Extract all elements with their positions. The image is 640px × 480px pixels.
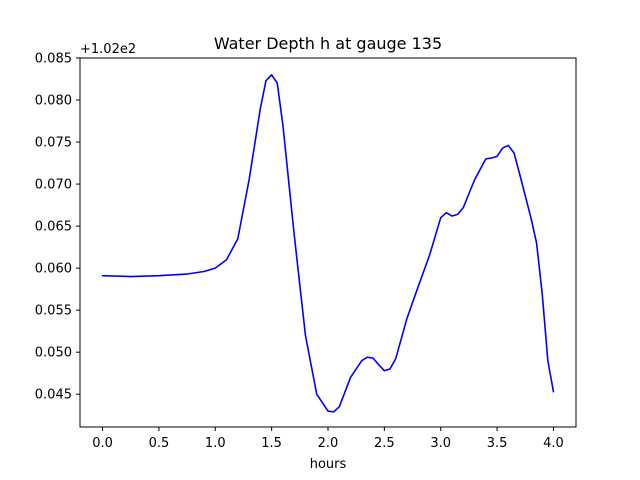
y-axis-offset-label: +1.02e2: [80, 42, 136, 57]
y-tick-label: 0.055: [35, 304, 72, 319]
y-tick-label: 0.070: [35, 178, 72, 193]
x-tick-label: 1.0: [205, 436, 226, 451]
plot-area: 0.0 0.5 1.0 1.5 2.0 2.5 3.0 3.5 4.0 0.045 0.050 0.0…: [35, 52, 577, 451]
x-axis-label: hours: [310, 457, 347, 472]
x-tick-label: 3.0: [430, 436, 451, 451]
x-tick-label: 3.5: [487, 436, 508, 451]
series-line-0: [101, 74, 555, 413]
x-tick-label: 0.5: [149, 436, 170, 451]
x-tick-label: 4.0: [543, 436, 564, 451]
y-tick-label: 0.050: [35, 346, 72, 361]
y-tick-label: 0.085: [35, 52, 72, 67]
x-tick-label: 1.5: [261, 436, 282, 451]
y-tick-label: 0.080: [35, 94, 72, 109]
chart-title: Water Depth h at gauge 135: [214, 34, 442, 53]
x-tick-label: 2.5: [374, 436, 395, 451]
y-tick-label: 0.045: [35, 388, 72, 403]
y-tick-label: 0.065: [35, 220, 72, 235]
x-tick-label: 0.0: [92, 436, 113, 451]
y-tick-label: 0.060: [35, 262, 72, 277]
y-tick-label: 0.075: [35, 136, 72, 151]
x-tick-label: 2.0: [318, 436, 339, 451]
